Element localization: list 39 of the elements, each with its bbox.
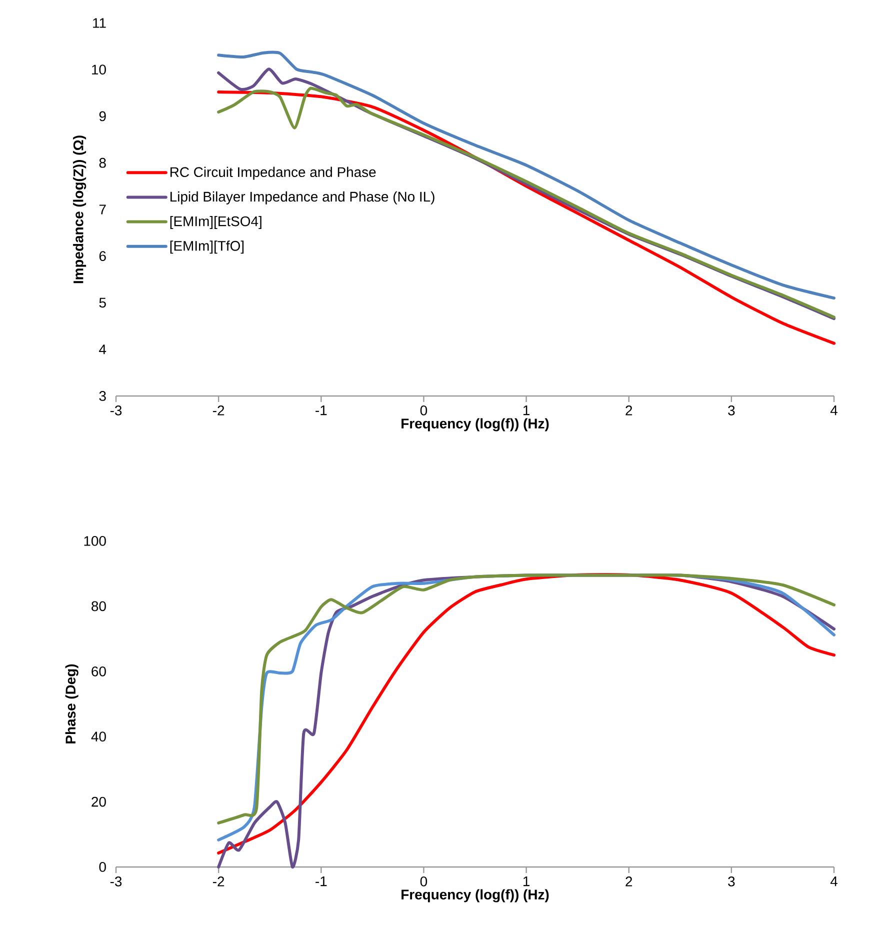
- legend-label: [EMIm][TfO]: [170, 240, 244, 254]
- x-tick-label: 1: [523, 876, 530, 886]
- y-tick-label: 3: [99, 391, 106, 401]
- y-tick-label: 8: [99, 158, 106, 168]
- x-tick-label: 4: [830, 876, 838, 886]
- x-tick-label: -1: [316, 406, 327, 416]
- y-tick-label: 9: [99, 111, 106, 122]
- x-tick-label: 1: [523, 406, 530, 416]
- y-tick-label: 4: [99, 344, 106, 354]
- y-tick-label: 5: [99, 298, 106, 308]
- y-tick-label: 80: [92, 601, 106, 612]
- y-tick-label: 6: [99, 251, 106, 262]
- x-tick-label: -1: [316, 876, 327, 886]
- x-tick-label: 2: [626, 406, 632, 416]
- x-tick-label: 3: [728, 876, 735, 886]
- x-tick-label: -2: [212, 876, 224, 886]
- y-tick-label: 0: [99, 862, 106, 872]
- y-tick-label: 10: [92, 64, 106, 75]
- x-tick-label: 2: [626, 876, 632, 886]
- legend-label: [EMIm][EtSO4]: [170, 216, 262, 229]
- x-tick-label: -2: [212, 406, 224, 416]
- y-tick-label: 11: [93, 18, 106, 28]
- x-tick-label: -3: [110, 876, 122, 886]
- x-tick-label: 3: [728, 406, 735, 416]
- x-axis-title: Frequency (log(f)) (Hz): [402, 889, 549, 902]
- x-tick-label: 0: [420, 406, 428, 416]
- legend-label: Lipid Bilayer Impedance and Phase (No IL): [170, 191, 434, 204]
- x-tick-label: 0: [420, 876, 428, 886]
- y-tick-label: 100: [84, 536, 106, 546]
- x-tick-label: -3: [110, 406, 122, 416]
- y-axis-title: Impedance (log(Z)) (Ω): [73, 136, 86, 284]
- y-tick-label: 20: [92, 796, 106, 807]
- x-tick-label: 4: [830, 406, 838, 416]
- x-axis-title: Frequency (log(f)) (Hz): [402, 418, 549, 432]
- y-tick-label: 40: [91, 732, 106, 742]
- y-tick-label: 60: [92, 666, 106, 676]
- y-axis-title: Phase (Deg): [65, 664, 78, 744]
- legend-label: RC Circuit Impedance and Phase: [170, 166, 376, 180]
- y-tick-label: 7: [99, 204, 106, 214]
